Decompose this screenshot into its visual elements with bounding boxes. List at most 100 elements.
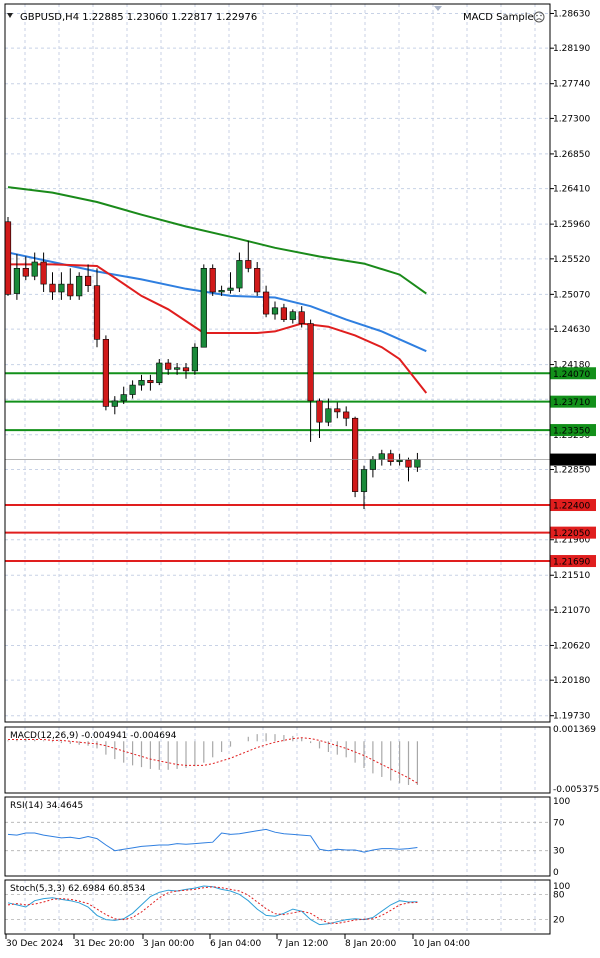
macd-frame — [4, 726, 551, 794]
candle[interactable] — [49, 272, 56, 300]
candle[interactable] — [156, 359, 163, 386]
candle-body — [156, 362, 163, 384]
price-tick-label: 1.21960 — [553, 536, 590, 546]
price-tick-label: 1.24630 — [553, 325, 590, 335]
chart-shift-arrow-icon[interactable] — [434, 6, 442, 11]
candle[interactable] — [174, 363, 181, 375]
candle[interactable] — [280, 303, 288, 322]
candle[interactable] — [262, 285, 270, 318]
candle[interactable] — [227, 272, 234, 294]
candle[interactable] — [360, 465, 368, 509]
candle[interactable] — [325, 398, 332, 427]
level-price-tag — [550, 395, 596, 408]
smiley-icon[interactable] — [533, 11, 545, 23]
macd-tick-label: 0.001369 — [553, 725, 596, 735]
stoch-main-line — [7, 885, 418, 926]
candle-body — [102, 339, 109, 407]
candle[interactable] — [13, 254, 20, 300]
price-tick-label: 1.21070 — [553, 606, 590, 616]
candle[interactable] — [405, 457, 412, 482]
candle[interactable] — [245, 240, 252, 273]
candle[interactable] — [165, 359, 172, 375]
candle-body — [298, 311, 305, 324]
candle[interactable] — [31, 252, 38, 281]
candle[interactable] — [191, 343, 199, 375]
candle[interactable] — [307, 319, 314, 442]
candle[interactable] — [334, 402, 341, 419]
price-tick-label: 1.28630 — [553, 9, 590, 19]
level-price-label: 1.23350 — [553, 427, 590, 437]
stoch-tick-label: 80 — [553, 890, 565, 900]
candle[interactable] — [182, 363, 190, 379]
candle[interactable] — [351, 416, 359, 498]
stoch-frame — [4, 879, 551, 935]
candle-body — [414, 459, 421, 468]
candle[interactable] — [378, 449, 385, 466]
candle-body — [147, 380, 154, 384]
candle-body — [129, 384, 136, 395]
stoch-tick-label: 20 — [553, 916, 565, 926]
candle[interactable] — [102, 335, 109, 411]
candle-body — [236, 260, 243, 289]
candle-body — [111, 400, 118, 407]
level-price-tag — [550, 526, 596, 539]
candle[interactable] — [138, 374, 145, 391]
candle[interactable] — [40, 252, 47, 292]
candle[interactable] — [254, 262, 261, 296]
candle[interactable] — [387, 449, 394, 466]
candle-body — [76, 275, 83, 297]
candle-body — [165, 362, 172, 370]
rsi-title: RSI(14) 34.4645 — [10, 801, 83, 811]
candle[interactable] — [236, 252, 243, 292]
candle[interactable] — [85, 264, 92, 292]
moving-average-ma-mid — [7, 251, 427, 353]
price-tick-label: 1.20180 — [553, 676, 590, 686]
stoch-pane[interactable]: Stoch(5,3,3) 62.6984 60.8534 — [5, 884, 550, 926]
price-tick-label: 1.25070 — [553, 290, 590, 300]
candle-body — [351, 417, 359, 492]
candle[interactable] — [209, 264, 216, 296]
candle-body — [405, 459, 412, 468]
candle[interactable] — [271, 301, 279, 320]
collapse-arrow-icon[interactable] — [7, 13, 13, 18]
time-tick-label: 10 Jan 04:00 — [413, 939, 470, 949]
candle[interactable] — [120, 386, 127, 405]
time-tick-label: 7 Jan 12:00 — [277, 939, 329, 949]
rsi-tick-label: 30 — [553, 847, 565, 857]
candle[interactable] — [76, 272, 83, 300]
candle[interactable] — [93, 268, 101, 348]
candle[interactable] — [111, 396, 118, 415]
candle[interactable] — [316, 398, 323, 438]
price-tick-label: 1.25960 — [553, 220, 590, 230]
time-tick-label: 3 Jan 00:00 — [143, 939, 195, 949]
candle-body — [218, 290, 225, 293]
candle-body — [271, 307, 279, 315]
time-tick-label: 31 Dec 20:00 — [74, 939, 135, 949]
candle[interactable] — [4, 217, 12, 296]
rsi-line — [7, 828, 418, 853]
candle-body — [378, 453, 385, 460]
candle-body — [67, 283, 74, 297]
rsi-pane[interactable]: RSI(14) 34.4645 — [5, 801, 550, 853]
price-tick-label: 1.19730 — [553, 712, 590, 722]
candle[interactable] — [343, 406, 350, 427]
price-tick-label: 1.20620 — [553, 641, 590, 651]
candle[interactable] — [218, 285, 225, 296]
candle[interactable] — [22, 256, 29, 281]
candle[interactable] — [298, 306, 305, 328]
candle-body — [93, 285, 101, 340]
price-pane[interactable] — [4, 186, 550, 563]
price-tick-label: 1.22850 — [553, 466, 590, 476]
candle-body — [58, 283, 65, 293]
candle[interactable] — [200, 264, 207, 348]
candle-body — [254, 268, 261, 293]
macd-pane[interactable]: MACD(12,26,9) -0.004941 -0.004694 — [7, 731, 418, 785]
candle[interactable] — [67, 268, 74, 300]
candle[interactable] — [58, 272, 65, 300]
candle[interactable] — [289, 309, 296, 324]
candle-body — [4, 221, 12, 295]
price-tick-label: 1.21510 — [553, 571, 590, 581]
candle[interactable] — [147, 374, 154, 391]
candle[interactable] — [129, 380, 136, 399]
